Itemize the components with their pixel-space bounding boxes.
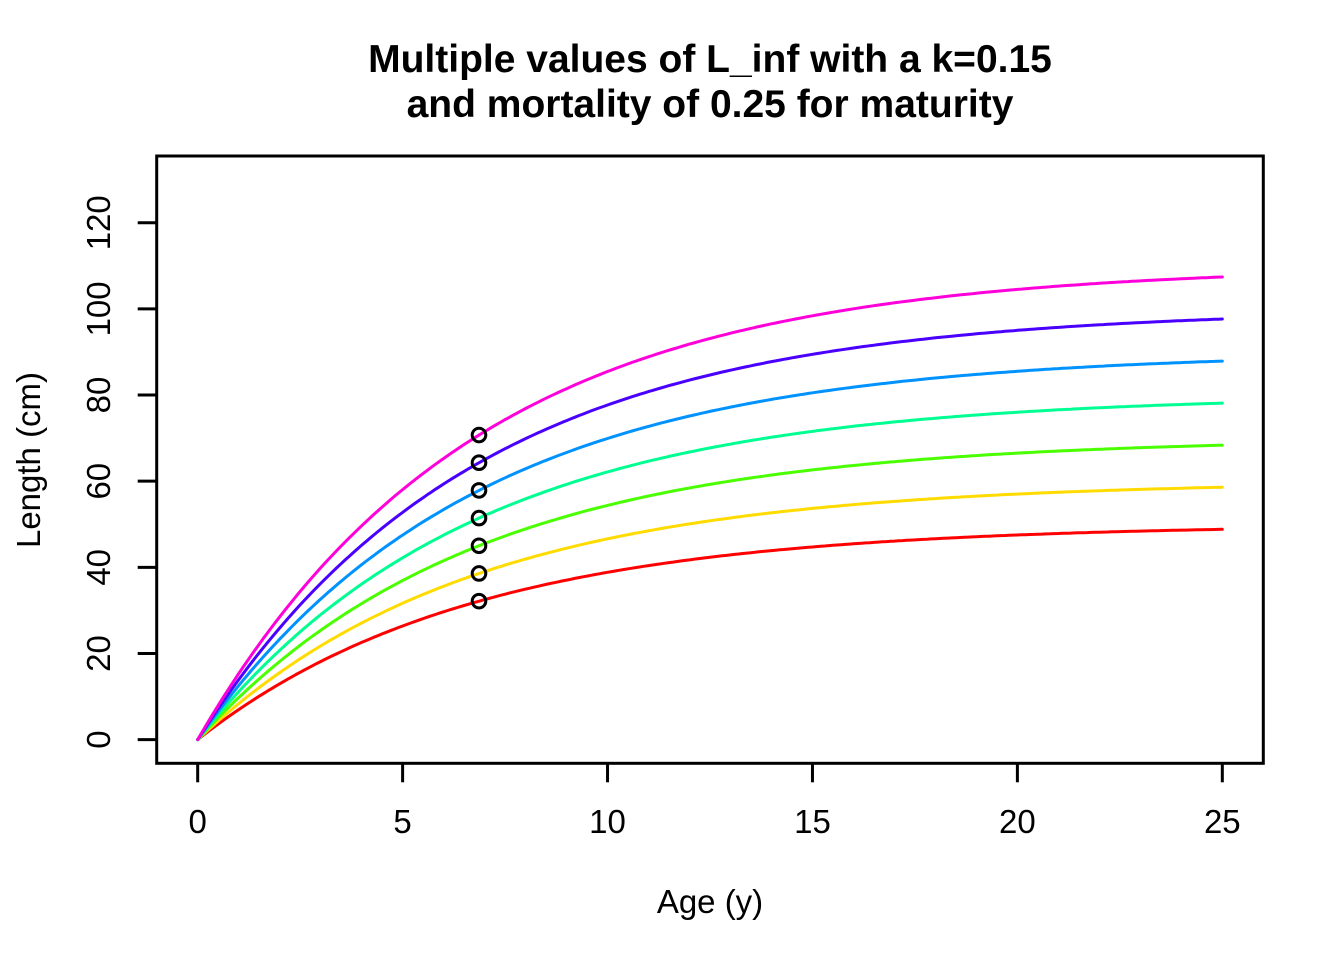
y-tick-label: 100 — [80, 281, 117, 336]
maturity-point-Linf-90 — [470, 482, 488, 499]
x-tick-label: 20 — [999, 803, 1036, 840]
x-tick-label: 5 — [393, 803, 411, 840]
curve-Linf-50 — [196, 527, 1224, 742]
maturity-point-Linf-70 — [470, 537, 488, 555]
maturity-point-Linf-80 — [470, 509, 488, 527]
chart-title-line1: Multiple values of L_inf with a k=0.15 — [368, 38, 1052, 81]
x-tick-label: 0 — [189, 803, 207, 840]
x-tick-label: 15 — [794, 803, 831, 840]
y-tick-label: 120 — [80, 195, 117, 250]
maturity-point-Linf-110 — [470, 426, 488, 444]
plot-area: 0 5 10 15 20 25 0 20 40 60 80 100 120 — [80, 154, 1265, 840]
x-tick-label: 10 — [589, 803, 626, 840]
maturity-point-Linf-100 — [470, 454, 488, 472]
y-tick-label: 60 — [80, 463, 117, 500]
y-tick-label: 0 — [80, 730, 117, 748]
curve-Linf-100 — [196, 317, 1224, 742]
maturity-point-Linf-50 — [470, 592, 488, 610]
curve-Linf-110 — [196, 275, 1224, 742]
curve-Linf-70 — [196, 443, 1224, 742]
y-tick-label: 80 — [80, 377, 117, 414]
curve-Linf-60 — [196, 485, 1224, 742]
chart-title-line2: and mortality of 0.25 for maturity — [407, 83, 1014, 126]
plot-box — [155, 154, 1265, 765]
y-axis-label: Length (cm) — [10, 372, 47, 548]
maturity-point-Linf-60 — [470, 565, 488, 582]
curve-Linf-90 — [196, 359, 1224, 742]
x-axis-label: Age (y) — [657, 883, 763, 920]
curve-Linf-80 — [196, 401, 1224, 742]
y-tick-label: 20 — [80, 635, 117, 672]
x-tick-label: 25 — [1204, 803, 1241, 840]
y-tick-label: 40 — [80, 549, 117, 586]
